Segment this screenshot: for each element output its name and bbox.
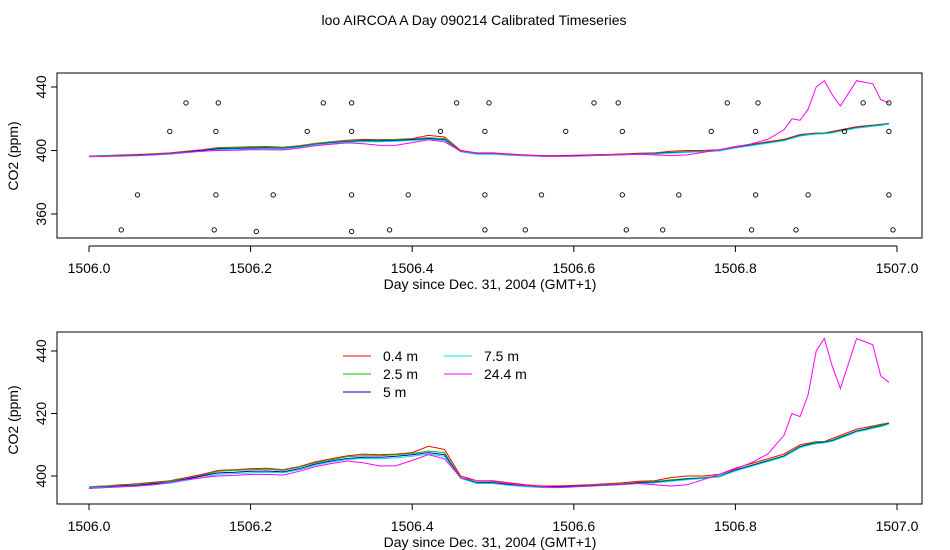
x-tick-label: 1507.0 [876, 260, 919, 276]
calibration-point [482, 192, 488, 198]
calibration-point [563, 128, 569, 135]
calibration-point [453, 100, 460, 106]
calibration-point [886, 100, 892, 106]
calibration-point [134, 192, 141, 198]
calibration-point [437, 128, 444, 135]
series-line-0-4-m [88, 422, 889, 488]
x-tick-label: 1506.2 [229, 260, 272, 276]
calibration-point [118, 227, 124, 233]
calibration-point [752, 192, 759, 198]
x-tick-label: 1506.8 [714, 260, 757, 276]
calibration-point [486, 100, 492, 106]
y-tick-label: 420 [33, 402, 49, 426]
calibration-point [270, 192, 276, 198]
calibration-point [167, 128, 173, 135]
calibration-point [619, 192, 625, 198]
calibration-point [860, 100, 866, 106]
calibration-point [405, 192, 411, 198]
calibration-point [386, 227, 393, 233]
legend-label: 24.4 m [484, 366, 527, 382]
calibration-point [253, 228, 259, 235]
legend-label: 0.4 m [383, 348, 418, 364]
calibration-point [538, 192, 545, 198]
calibration-point [752, 128, 759, 135]
calibration-point [623, 227, 629, 233]
x-tick-label: 1507.0 [876, 518, 919, 534]
calibration-point [213, 192, 219, 198]
calibration-point [619, 128, 625, 135]
series-line-7-5-m [88, 123, 889, 157]
calibration-point [213, 128, 219, 135]
x-tick-label: 1506.4 [391, 518, 434, 534]
y-tick-label: 400 [33, 464, 49, 488]
bottom-x-axis: 1506.0 1506.2 1506.4 1506.6 1506.8 1507.0 [68, 503, 919, 534]
x-tick-label: 1506.0 [68, 518, 111, 534]
bottom-x-axis-label: Day since Dec. 31, 2004 (GMT+1) [384, 534, 597, 550]
calibration-point [890, 227, 896, 233]
calibration-point [348, 228, 355, 235]
y-tick-label: 440 [33, 75, 49, 99]
x-tick-label: 1506.4 [391, 260, 434, 276]
bottom-series-lines [88, 337, 890, 489]
calibration-point [215, 100, 221, 106]
calibration-point [348, 128, 355, 135]
calibration-point [676, 192, 682, 198]
y-tick-label: 400 [33, 139, 49, 163]
x-tick-label: 1506.8 [714, 518, 757, 534]
bottom-y-axis-label: CO2 (ppm) [5, 385, 21, 454]
calibration-point [708, 128, 714, 135]
series-line-5-m [88, 123, 889, 157]
calibration-point [591, 100, 597, 106]
top-x-axis-label: Day since Dec. 31, 2004 (GMT+1) [384, 276, 597, 292]
y-tick-label: 440 [33, 339, 49, 363]
top-x-axis: 1506.0 1506.2 1506.4 1506.6 1506.8 1507.0 [68, 245, 919, 276]
series-line-5-m [88, 423, 890, 489]
calibration-point [793, 227, 799, 233]
x-tick-label: 1506.0 [68, 260, 111, 276]
legend-label: 2.5 m [383, 366, 418, 382]
calibration-point [724, 100, 730, 106]
calibration-point [886, 192, 892, 198]
calibration-point [615, 100, 621, 106]
series-line-24-4-m [88, 337, 890, 489]
calibration-point [304, 128, 310, 135]
calibration-point [482, 227, 488, 233]
x-tick-label: 1506.6 [552, 260, 595, 276]
top-y-axis: 360 400 440 [33, 75, 58, 226]
legend-label: 7.5 m [484, 348, 519, 364]
figure-title: loo AIRCOA A Day 090214 Calibrated Times… [321, 12, 626, 28]
calibration-point [755, 100, 761, 106]
legend: 0.4 m 2.5 m 5 m 7.5 m 24.4 m [343, 348, 527, 400]
calibration-point [482, 128, 488, 135]
top-calibration-points [118, 100, 896, 235]
bottom-panel: 1506.0 1506.2 1506.4 1506.6 1506.8 1507.0 400… [5, 331, 923, 550]
calibration-point [320, 100, 326, 106]
calibration-point [522, 227, 528, 233]
calibration-point [805, 192, 811, 198]
top-series-lines [88, 79, 890, 158]
calibration-point [748, 227, 755, 233]
legend-label: 5 m [383, 384, 406, 400]
x-tick-label: 1506.2 [229, 518, 272, 534]
calibration-point [886, 128, 892, 135]
calibration-point [841, 128, 848, 135]
calibration-point [211, 227, 217, 233]
calibration-point [183, 100, 189, 106]
calibration-point [660, 227, 666, 233]
top-plot-frame [56, 72, 923, 239]
top-y-axis-label: CO2 (ppm) [5, 121, 21, 190]
calibration-point [348, 100, 355, 106]
calibration-point [348, 192, 355, 198]
series-line-24-4-m [88, 79, 890, 158]
x-tick-label: 1506.6 [552, 518, 595, 534]
bottom-y-axis: 400 420 440 [33, 339, 58, 488]
y-tick-label: 360 [33, 202, 49, 226]
series-line-7-5-m [88, 423, 890, 489]
top-panel: 1506.0 1506.2 1506.4 1506.6 1506.8 1507.0 360… [5, 72, 923, 292]
